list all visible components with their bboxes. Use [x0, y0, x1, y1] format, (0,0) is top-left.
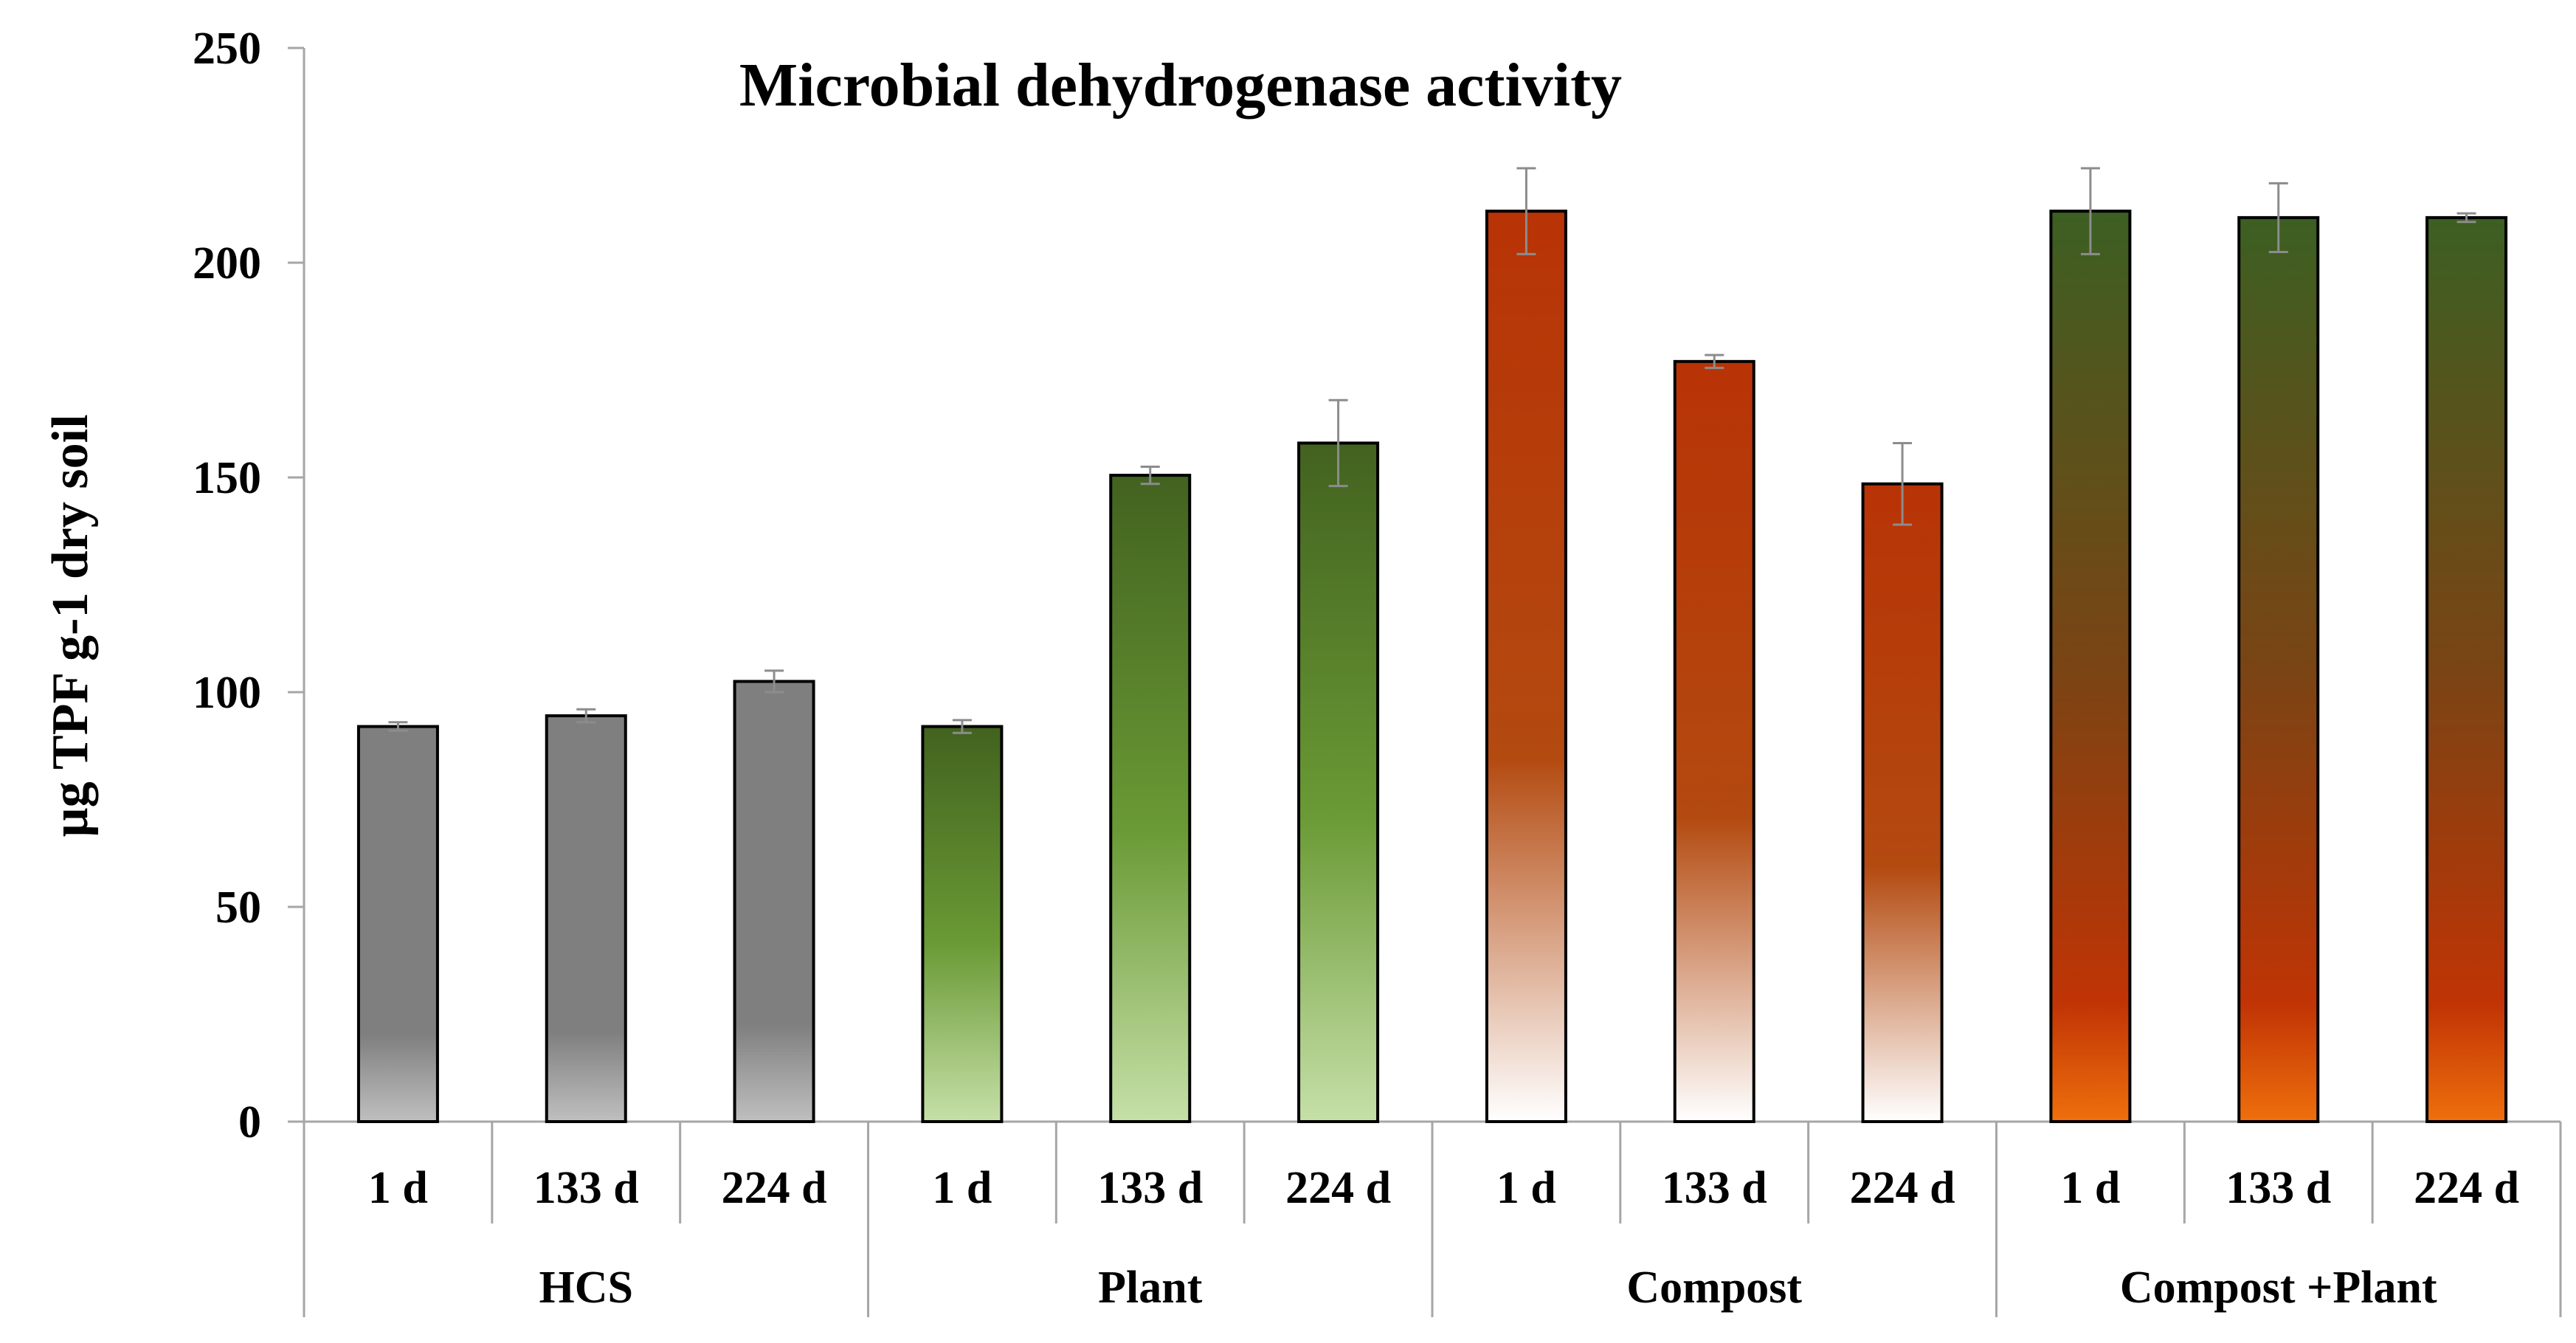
- x-category-label: 1 d: [932, 1163, 992, 1213]
- bar-compost-plant-224d: [2425, 215, 2508, 1123]
- bar-hcs-1d: [356, 725, 439, 1123]
- x-category-label: 133 d: [1662, 1163, 1767, 1213]
- x-group-label: Compost: [1626, 1263, 1802, 1313]
- bar-compost-133d: [1673, 359, 1755, 1123]
- y-axis-label: µg TPF g-1 dry soil: [42, 414, 99, 837]
- x-category-label: 1 d: [2060, 1163, 2120, 1213]
- y-tick-label: 50: [215, 883, 261, 933]
- y-tick-label: 200: [193, 238, 261, 289]
- x-category-label: 224 d: [722, 1163, 827, 1213]
- x-category-label: 1 d: [368, 1163, 428, 1213]
- x-category-label: 224 d: [2414, 1163, 2519, 1213]
- bar-compost-plant-133d: [2237, 215, 2320, 1123]
- x-group-label: Compost +Plant: [2120, 1263, 2437, 1313]
- x-group-label: HCS: [539, 1263, 633, 1313]
- bar-compost-1d: [1485, 210, 1567, 1123]
- y-tick-label: 250: [193, 24, 261, 74]
- bar-compost-plant-1d: [2049, 210, 2132, 1123]
- bar-plant-1d: [921, 725, 1004, 1123]
- bar-plant-224d: [1297, 441, 1380, 1123]
- x-group-label: Plant: [1098, 1263, 1203, 1313]
- chart-title: Microbial dehydrogenase activity: [739, 51, 1622, 120]
- x-category-label: 133 d: [1097, 1163, 1203, 1213]
- x-category-label: 224 d: [1850, 1163, 1955, 1213]
- x-category-label: 224 d: [1285, 1163, 1391, 1213]
- y-tick-label: 150: [193, 453, 261, 503]
- x-category-label: 133 d: [533, 1163, 639, 1213]
- bar-plant-133d: [1109, 474, 1192, 1123]
- x-category-label: 133 d: [2225, 1163, 2331, 1213]
- y-tick-label: 0: [238, 1097, 261, 1147]
- plot-area: 0 50 100 150 200 250 1 d 133 d 224 d HCS 1 d 133 d 2…: [193, 24, 2562, 1317]
- y-tick-label: 100: [193, 668, 261, 718]
- x-category-label: 1 d: [1496, 1163, 1556, 1213]
- bar-compost-224d: [1861, 482, 1944, 1123]
- bar-hcs-133d: [545, 714, 627, 1123]
- bar-hcs-224d: [733, 680, 815, 1123]
